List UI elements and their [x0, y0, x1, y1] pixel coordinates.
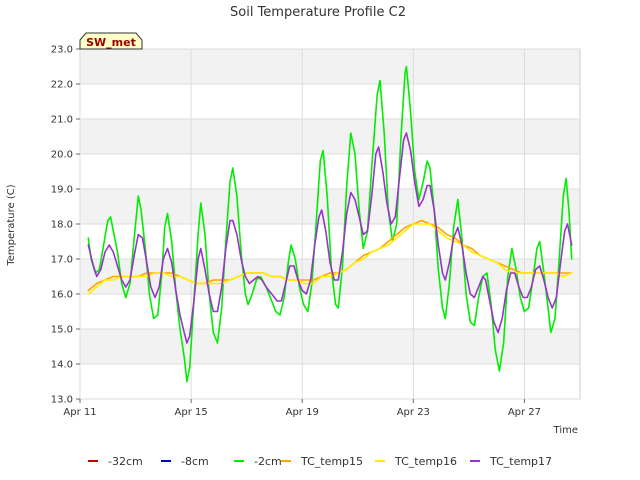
x-tick-label: Apr 11 — [63, 407, 96, 418]
legend-item: -2cm — [234, 455, 282, 468]
x-tick-label: Apr 15 — [175, 407, 208, 418]
y-tick-label: 14.0 — [51, 360, 73, 371]
legend-label: TC_temp15 — [300, 455, 363, 468]
legend-label: -32cm — [108, 455, 143, 468]
plot-band — [80, 119, 580, 154]
legend-label: -8cm — [181, 455, 209, 468]
y-axis-label: Temperature (C) — [6, 184, 17, 266]
x-axis-ticks: Apr 11 Apr 15 Apr 19 Apr 23 Apr 27 — [63, 399, 541, 418]
legend-item: TC_temp16 — [375, 455, 457, 468]
y-tick-label: 20.0 — [51, 150, 73, 161]
badge-shape — [79, 32, 143, 50]
y-tick-label: 17.0 — [51, 255, 73, 266]
x-tick-label: Apr 19 — [286, 407, 319, 418]
x-tick-label: Apr 23 — [397, 407, 430, 418]
plot-band — [80, 49, 580, 84]
chart-title: Soil Temperature Profile C2 — [230, 5, 406, 20]
plot-band — [80, 294, 580, 329]
legend-item: TC_temp15 — [281, 455, 363, 468]
y-tick-label: 16.0 — [51, 290, 73, 301]
y-tick-label: 18.0 — [51, 220, 73, 231]
plot-band — [80, 329, 580, 364]
legend-item: TC_temp17 — [470, 455, 552, 468]
y-axis-ticks: 13.0 14.0 15.0 16.0 17.0 18.0 19.0 20.0 21.0 22.0… — [51, 45, 80, 406]
series-lines — [87, 65, 573, 383]
y-tick-label: 13.0 — [51, 395, 73, 406]
series-line-tc-temp16 — [87, 223, 573, 295]
x-tick-label: Apr 27 — [508, 407, 541, 418]
legend-item: -32cm — [88, 455, 143, 468]
legend: -32cm -8cm -2cm TC_temp15 TC_temp16 TC_temp17 — [88, 455, 552, 468]
legend-label: -2cm — [254, 455, 282, 468]
sw-met-badge: SW_met — [79, 32, 143, 50]
y-tick-label: 23.0 — [51, 45, 73, 56]
y-tick-label: 21.0 — [51, 115, 73, 126]
x-axis-label: Time — [553, 425, 578, 436]
plot-band — [80, 154, 580, 189]
legend-label: TC_temp17 — [489, 455, 552, 468]
legend-item: -8cm — [161, 455, 209, 468]
plot-band — [80, 364, 580, 399]
series-line-2cm — [87, 65, 573, 383]
y-tick-label: 19.0 — [51, 185, 73, 196]
y-tick-label: 22.0 — [51, 80, 73, 91]
y-tick-label: 15.0 — [51, 325, 73, 336]
badge-label: SW_met — [86, 36, 136, 49]
series-line-tc-temp17 — [87, 132, 573, 344]
legend-label: TC_temp16 — [394, 455, 457, 468]
plot-band — [80, 189, 580, 224]
plot-band — [80, 84, 580, 119]
